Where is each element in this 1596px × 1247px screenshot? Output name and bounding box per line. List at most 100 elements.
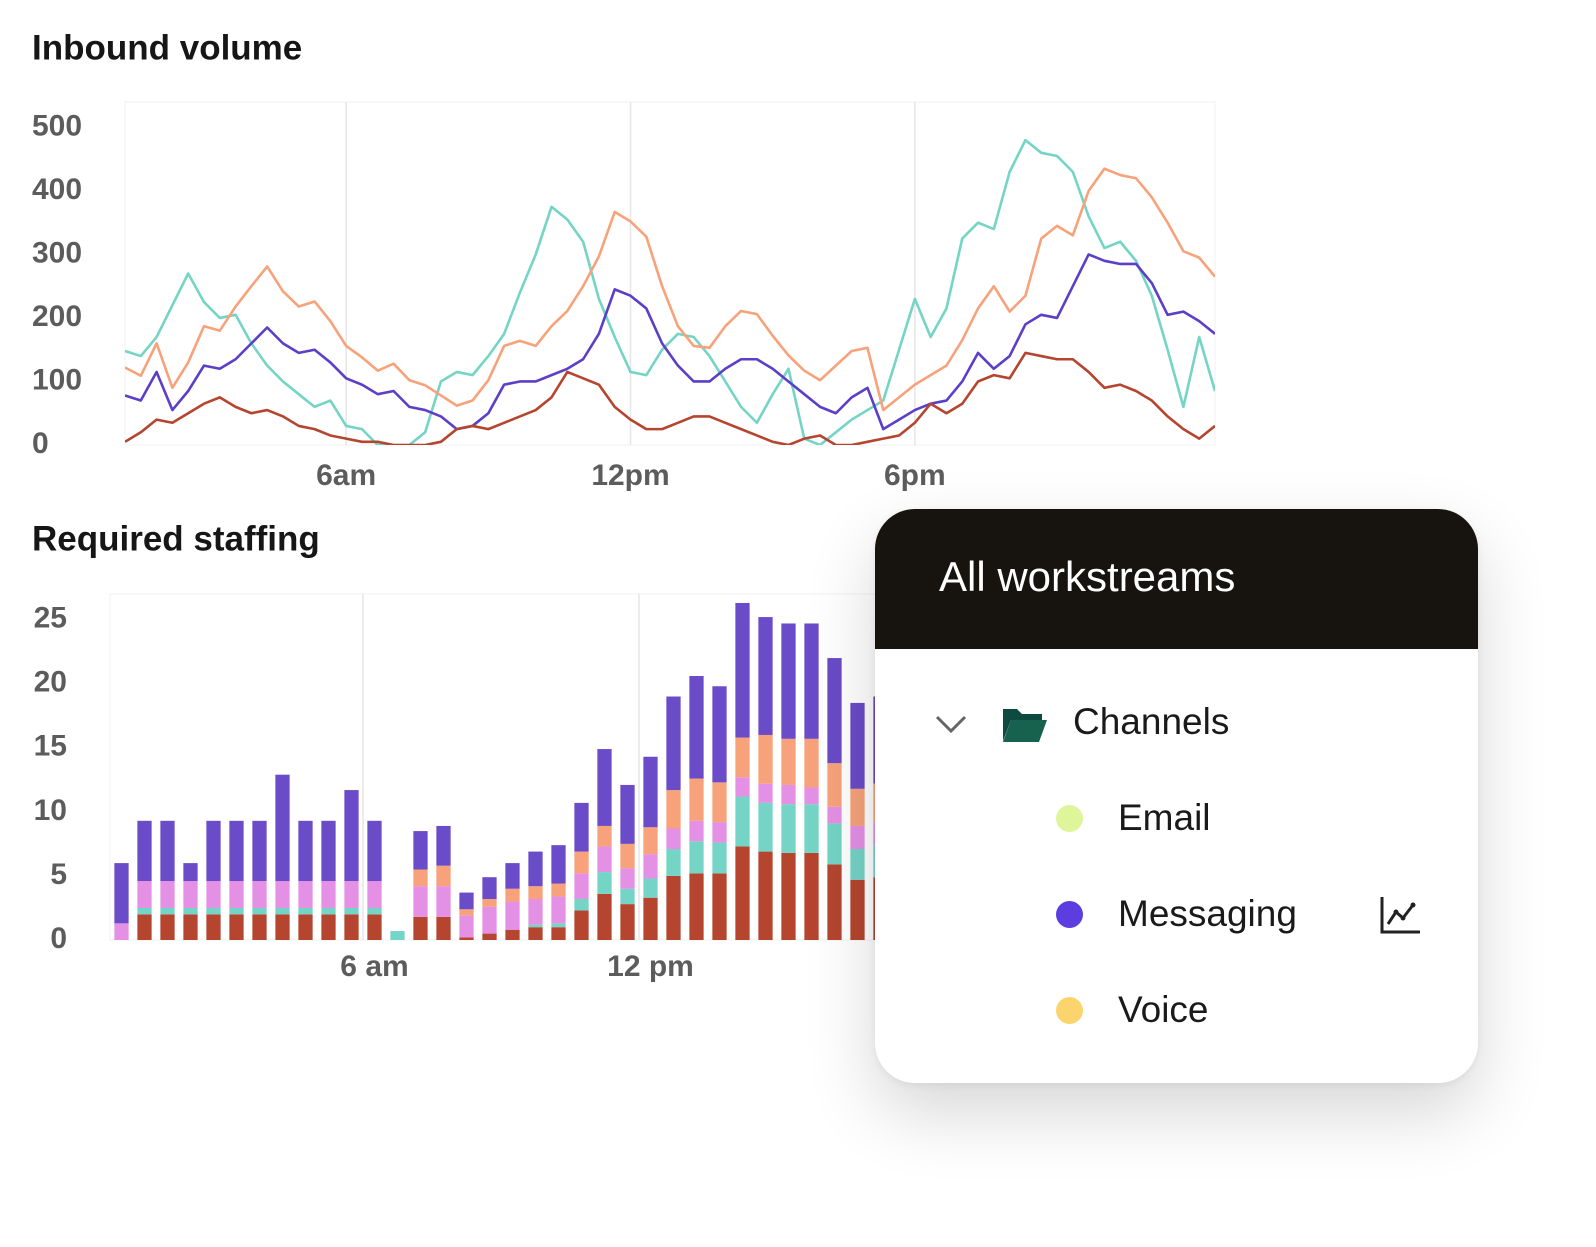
item-label[interactable]: Voice (1118, 989, 1209, 1030)
bar-segment (505, 863, 520, 889)
bar-segment (183, 881, 198, 908)
bar-segment (367, 820, 382, 882)
bar-segment (528, 898, 543, 925)
bar-segment (321, 907, 336, 915)
bar-segment (344, 907, 359, 915)
bar-segment (712, 842, 727, 874)
bar-segment (551, 896, 566, 924)
workstream-panel: All workstreams Channels Email Messaging V… (875, 509, 1478, 1083)
plot-frame (124, 101, 1216, 446)
bar-segment (459, 915, 474, 938)
bar-segment (528, 851, 543, 887)
bar-segment (574, 910, 589, 940)
bar-segment (505, 901, 520, 930)
bar-segment (781, 804, 796, 853)
bar-segment (597, 846, 612, 873)
bar-segment (436, 916, 451, 940)
y-tick-label: 0 (50, 922, 67, 955)
bar-segment (620, 843, 635, 869)
bar-segment (804, 852, 819, 940)
bar-segment (183, 907, 198, 915)
bar-segment (275, 907, 290, 915)
bar-segment (758, 851, 773, 940)
bar-segment (298, 914, 313, 940)
bar-segment (459, 909, 474, 916)
bar-segment (137, 907, 152, 915)
bar-segment (206, 907, 221, 915)
y-tick-label: 300 (32, 236, 82, 269)
bar-segment (459, 937, 474, 940)
bar-segment (597, 872, 612, 894)
bar-segment (666, 790, 681, 829)
bar-segment (758, 802, 773, 852)
bar-segment (689, 873, 704, 940)
bar-segment (850, 825, 865, 850)
bar-segment (505, 929, 520, 940)
bar-segment (781, 623, 796, 739)
chevron[interactable] (933, 709, 973, 739)
bar-segment (367, 914, 382, 940)
group-label[interactable]: Channels (1073, 701, 1230, 742)
bar-segment (758, 734, 773, 784)
bar-segment (620, 888, 635, 905)
panel-header: All workstreams (875, 509, 1478, 649)
bar-segment (850, 702, 865, 789)
bar-segment (712, 686, 727, 783)
bar-segment (275, 914, 290, 940)
y-tick-label: 25 (34, 602, 67, 635)
bar-segment (643, 878, 658, 898)
bar-segment (597, 825, 612, 847)
bar-segment (620, 904, 635, 940)
bar-segment (275, 881, 290, 908)
y-tick-label: 15 (34, 730, 67, 763)
bar-segment (137, 820, 152, 882)
bar-segment (206, 820, 221, 882)
bar-segment (574, 898, 589, 911)
bar-segment (252, 914, 267, 940)
bar-segment (758, 617, 773, 735)
y-tick-label: 500 (32, 109, 82, 142)
bar-segment (436, 865, 451, 887)
bar-segment (229, 907, 244, 915)
x-tick-label: 6 am (340, 950, 408, 983)
bar-segment (160, 907, 175, 915)
bar-segment (735, 777, 750, 797)
folder-icon (1003, 709, 1047, 742)
bar-segment (712, 782, 727, 823)
bar-segment (827, 823, 842, 865)
bar-segment (850, 788, 865, 826)
bar-segment (137, 914, 152, 940)
bar-segment (229, 914, 244, 940)
y-tick-label: 200 (32, 300, 82, 333)
bar-segment (505, 888, 520, 902)
bar-segment (804, 804, 819, 853)
bar-segment (183, 863, 198, 882)
bar-segment (574, 873, 589, 899)
bar-segment (689, 841, 704, 874)
item-dot (1056, 997, 1083, 1024)
bar-segment (804, 738, 819, 788)
bar-segment (206, 914, 221, 940)
bar-segment (712, 873, 727, 940)
chart-icon[interactable] (1379, 895, 1423, 935)
bar-segment (114, 863, 129, 924)
bar-segment (528, 924, 543, 928)
y-tick-label: 400 (32, 173, 82, 206)
bar-segment (160, 820, 175, 882)
bar-segment (528, 927, 543, 940)
item-label[interactable]: Messaging (1118, 893, 1297, 934)
bar-segment (620, 868, 635, 889)
bar-segment (229, 881, 244, 908)
bar-segment (827, 864, 842, 940)
bar-segment (482, 933, 497, 940)
bar-segment (574, 851, 589, 874)
bar-segment (735, 602, 750, 738)
bar-segment (689, 676, 704, 779)
bar-segment (735, 846, 750, 940)
item-label[interactable]: Email (1118, 797, 1211, 838)
bar-segment (643, 756, 658, 828)
x-tick-label: 6pm (884, 459, 946, 492)
x-tick-label: 12pm (591, 459, 669, 492)
bar-segment (551, 845, 566, 884)
bar-segment (804, 787, 819, 805)
